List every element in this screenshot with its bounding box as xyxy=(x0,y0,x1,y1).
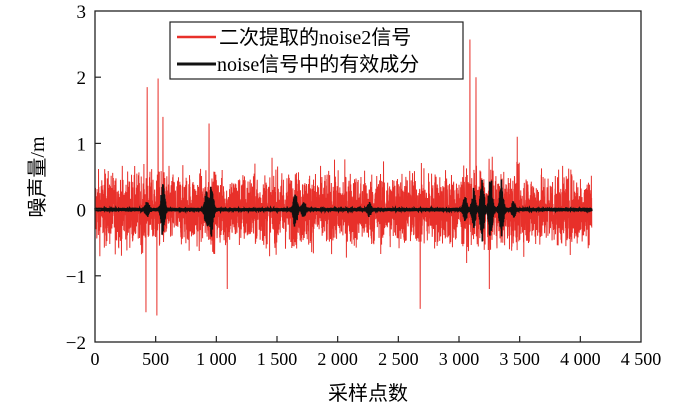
x-axis-label: 采样点数 xyxy=(328,382,408,405)
x-tick-label: 4 500 xyxy=(621,349,662,369)
series-line-noise2 xyxy=(94,39,593,316)
y-tick-label: 2 xyxy=(77,68,87,89)
y-tick-label: 3 xyxy=(77,2,87,23)
y-axis: −2 −1 0 1 2 3 xyxy=(66,2,101,354)
x-tick-label: 3 000 xyxy=(439,349,480,369)
series-layer xyxy=(94,39,593,316)
x-axis: 0 500 1 000 1 500 2 000 2 500 3 000 3 500 4 000 4… xyxy=(91,336,662,369)
x-tick-label: 1 000 xyxy=(196,349,237,369)
x-tick-label: 4 000 xyxy=(560,349,601,369)
legend-label-noise2: 二次提取的noise2信号 xyxy=(219,26,411,49)
legend-label-effective: noise信号中的有效成分 xyxy=(217,53,419,76)
legend: 二次提取的noise2信号 noise信号中的有效成分 xyxy=(169,21,464,80)
y-tick-label: 1 xyxy=(77,134,87,155)
x-tick-label: 2 000 xyxy=(317,349,358,369)
x-tick-label: 0 xyxy=(91,349,100,369)
x-tick-label: 500 xyxy=(142,349,169,369)
y-tick-label: 0 xyxy=(77,201,87,222)
series-line-effective xyxy=(94,179,593,242)
plot-frame xyxy=(94,10,642,343)
y-tick-label: −1 xyxy=(66,267,86,288)
x-tick-label: 2 500 xyxy=(378,349,419,369)
y-tick-label: −2 xyxy=(66,333,86,354)
y-axis-label: 噪声量/m xyxy=(26,136,49,218)
x-tick-label: 3 500 xyxy=(499,349,540,369)
legend-box xyxy=(169,21,464,80)
x-tick-label: 1 500 xyxy=(257,349,298,369)
